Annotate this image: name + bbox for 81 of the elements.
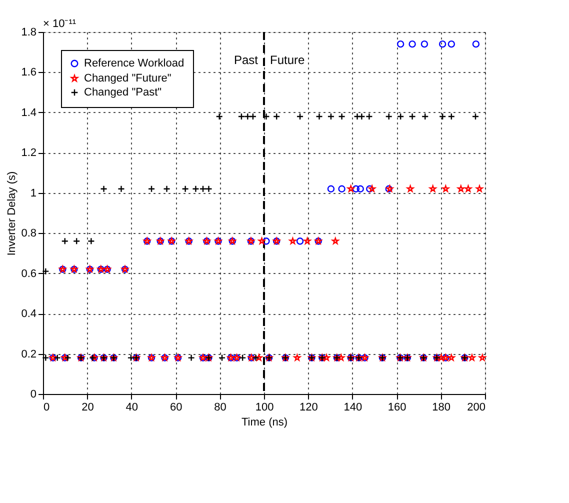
point xyxy=(338,185,346,192)
y-axis-title: Inverter Delay (s) xyxy=(6,171,18,256)
point xyxy=(249,112,257,120)
y-tick-label: 0.6 xyxy=(21,268,36,280)
point xyxy=(42,354,50,362)
point xyxy=(148,185,156,192)
y-tick-label: 1.4 xyxy=(21,106,36,119)
point xyxy=(296,238,304,245)
y-tick-label: 1.8 xyxy=(21,26,36,38)
point xyxy=(72,238,80,245)
y-tick-label: 1.2 xyxy=(21,147,36,160)
point xyxy=(385,112,392,120)
point xyxy=(64,354,72,362)
text: × 10⁻¹¹ xyxy=(43,18,76,30)
point xyxy=(218,354,226,362)
point xyxy=(182,185,189,192)
point xyxy=(163,185,170,192)
point xyxy=(205,185,212,192)
x-tick-label: 200 xyxy=(467,402,486,414)
point xyxy=(244,112,252,120)
y-tick-label: 0 xyxy=(30,388,36,400)
point xyxy=(327,112,335,120)
point xyxy=(316,112,323,120)
point xyxy=(327,185,335,192)
x-tick-label: 140 xyxy=(344,402,362,414)
point xyxy=(54,354,61,362)
point xyxy=(199,185,207,192)
point xyxy=(366,112,373,120)
point xyxy=(448,112,456,120)
annotation: Future xyxy=(270,53,306,67)
point xyxy=(472,40,480,48)
legend-label: Changed "Past" xyxy=(84,86,162,98)
x-tick-label: 120 xyxy=(300,402,318,414)
point xyxy=(42,268,50,275)
point xyxy=(188,354,195,362)
annotation: Past xyxy=(234,53,259,67)
point xyxy=(238,354,246,362)
y-tick-label: 0.2 xyxy=(21,348,36,360)
point xyxy=(192,185,200,192)
point xyxy=(338,112,346,120)
x-tick-label: 180 xyxy=(432,402,450,414)
point xyxy=(366,185,374,192)
point xyxy=(354,112,361,120)
y-tick-label: 0.4 xyxy=(21,308,36,320)
point xyxy=(356,185,364,192)
point xyxy=(408,112,416,120)
point xyxy=(88,238,95,245)
x-axis-title: Time (ns) xyxy=(241,416,288,428)
x-tick-label: 40 xyxy=(126,402,138,414)
point xyxy=(420,40,428,48)
y-tick-label: 1.6 xyxy=(21,66,36,79)
point xyxy=(296,112,304,120)
legend-label: Reference Workload xyxy=(84,58,184,70)
point xyxy=(262,238,270,245)
point xyxy=(272,112,280,120)
point xyxy=(396,40,404,48)
point xyxy=(100,185,108,192)
y-tick-label: 1 xyxy=(30,187,36,200)
point xyxy=(61,238,68,245)
point xyxy=(118,185,125,192)
x-tick-label: 160 xyxy=(388,402,406,414)
legend-label: Changed "Future" xyxy=(84,72,172,84)
x-tick-label: 0 xyxy=(44,402,50,414)
point xyxy=(422,112,429,120)
point xyxy=(352,185,360,192)
x-tick-label: 100 xyxy=(255,402,274,414)
point xyxy=(472,112,480,120)
y-tick-label: 0.8 xyxy=(21,228,36,240)
point xyxy=(438,112,446,120)
point xyxy=(127,354,135,362)
point xyxy=(448,40,456,48)
point xyxy=(408,40,416,48)
point xyxy=(358,112,366,120)
point xyxy=(438,40,446,48)
x-tick-label: 60 xyxy=(170,402,182,414)
point xyxy=(396,112,404,120)
point xyxy=(216,112,223,120)
point xyxy=(252,354,260,362)
x-tick-label: 80 xyxy=(214,402,226,414)
x-tick-label: 20 xyxy=(82,402,94,414)
point xyxy=(238,112,246,120)
